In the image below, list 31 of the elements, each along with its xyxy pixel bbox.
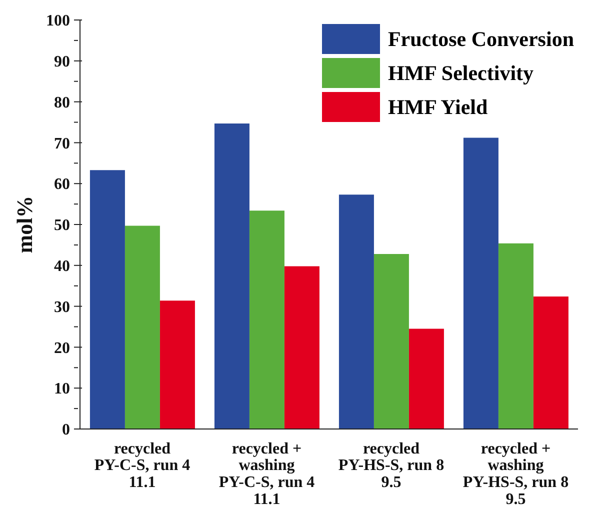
y-tick-label: 0	[62, 422, 70, 439]
y-tick-label: 80	[54, 94, 70, 112]
bar	[338, 194, 374, 429]
y-tick-label: 100	[46, 12, 70, 30]
bar	[90, 170, 125, 429]
bar	[214, 123, 250, 429]
y-tick-label: 60	[54, 176, 70, 194]
bar	[498, 243, 534, 429]
y-tick-label: 20	[54, 340, 70, 357]
bar	[463, 138, 498, 429]
x-tick-label: recycled + washing PY-HS-S, run 8 9.5	[462, 440, 569, 508]
y-tick-label: 70	[54, 135, 70, 152]
x-tick-label: recycled + washing PY-C-S, run 4 11.1	[218, 440, 315, 508]
y-tick-label: 30	[54, 298, 70, 316]
bar	[160, 300, 195, 429]
bar	[249, 210, 284, 429]
x-tick-label: recycled PY-C-S, run 4 11.1	[94, 440, 190, 491]
bar	[284, 266, 320, 429]
y-tick-label: 50	[54, 217, 70, 234]
legend-label: Fructose Conversion	[388, 26, 574, 52]
legend-label: HMF Yield	[388, 94, 488, 120]
x-tick-label: recycled PY-HS-S, run 8 9.5	[338, 440, 444, 491]
legend-label: HMF Selectivity	[388, 60, 534, 86]
bar	[124, 226, 160, 429]
bar	[374, 254, 409, 429]
y-tick-label: 90	[54, 54, 70, 70]
y-axis-title: mol%	[12, 196, 37, 254]
bar	[408, 328, 444, 429]
y-tick-label: 10	[54, 380, 70, 398]
y-tick-label: 40	[54, 258, 70, 275]
bar	[533, 296, 568, 429]
